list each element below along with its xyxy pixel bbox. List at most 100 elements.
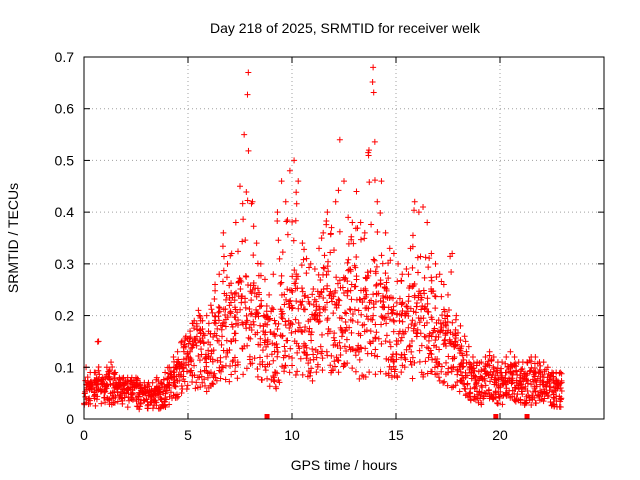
data-point — [137, 400, 144, 407]
data-point — [343, 310, 350, 317]
data-point — [424, 219, 431, 226]
data-point — [370, 256, 377, 263]
data-point — [441, 308, 448, 315]
data-point — [161, 399, 168, 406]
data-point — [265, 316, 272, 323]
data-point — [363, 313, 370, 320]
data-point — [199, 317, 206, 324]
data-point — [162, 402, 169, 409]
data-point — [208, 306, 215, 313]
data-point — [478, 374, 485, 381]
data-point — [144, 405, 151, 412]
x-tick-label: 20 — [492, 427, 508, 443]
data-point — [443, 329, 450, 336]
data-point — [496, 393, 503, 400]
data-point — [293, 276, 300, 283]
data-point — [478, 367, 485, 374]
data-point — [550, 394, 557, 401]
data-point — [409, 375, 416, 382]
data-point — [345, 256, 352, 263]
data-point — [440, 379, 447, 386]
data-point — [399, 271, 406, 278]
data-point — [187, 328, 194, 335]
data-point — [438, 293, 445, 300]
data-point — [385, 356, 392, 363]
data-point — [184, 382, 191, 389]
data-point — [499, 359, 506, 366]
data-point — [278, 178, 285, 185]
data-point — [528, 401, 535, 408]
data-point — [343, 347, 350, 354]
data-point — [502, 360, 509, 367]
data-point — [371, 257, 378, 264]
data-point — [349, 365, 356, 372]
data-point — [295, 178, 302, 185]
data-point — [424, 319, 430, 326]
data-point — [382, 229, 389, 236]
data-point — [349, 317, 356, 324]
data-point — [497, 382, 504, 389]
data-point — [383, 286, 390, 293]
data-point — [368, 297, 375, 304]
data-point — [419, 303, 426, 310]
data-point — [248, 310, 255, 317]
data-point — [433, 273, 440, 280]
data-point — [224, 349, 231, 356]
data-point — [259, 347, 266, 354]
data-point — [119, 375, 126, 382]
data-point — [371, 177, 378, 184]
data-point — [279, 249, 286, 256]
data-point — [502, 389, 509, 396]
data-point — [405, 271, 412, 278]
data-point — [114, 398, 121, 405]
data-point — [353, 276, 360, 283]
data-point — [365, 305, 372, 312]
data-point — [336, 228, 343, 235]
data-point — [377, 277, 384, 284]
data-point — [274, 209, 281, 216]
data-point — [518, 388, 525, 395]
data-point — [498, 376, 505, 383]
data-point — [372, 298, 379, 305]
data-point — [375, 335, 382, 342]
data-point — [227, 363, 234, 370]
data-point — [252, 285, 259, 292]
data-point — [283, 218, 290, 225]
data-point — [217, 359, 224, 366]
data-point — [84, 374, 91, 381]
data-point — [319, 331, 325, 338]
data-point — [349, 219, 356, 226]
data-point — [425, 337, 432, 344]
data-point — [241, 131, 248, 138]
data-point — [388, 374, 395, 381]
data-point — [416, 358, 423, 365]
data-point — [178, 338, 185, 345]
data-point — [229, 358, 236, 365]
data-point — [477, 392, 484, 399]
data-point — [293, 298, 300, 305]
data-point — [335, 187, 342, 194]
data-point — [178, 339, 185, 346]
data-point — [396, 317, 403, 324]
data-point — [396, 295, 403, 302]
data-point — [260, 328, 267, 335]
data-point — [210, 347, 217, 354]
data-point — [209, 356, 216, 363]
data-point — [522, 400, 529, 407]
data-point — [352, 225, 359, 232]
data-point — [286, 167, 293, 174]
data-point — [166, 401, 173, 408]
data-point — [276, 255, 283, 262]
data-point — [307, 260, 314, 267]
data-point — [356, 375, 363, 382]
data-point — [336, 297, 343, 304]
data-point — [439, 312, 446, 319]
x-axis-label: GPS time / hours — [291, 457, 398, 473]
data-point — [467, 361, 474, 368]
data-point — [133, 374, 139, 381]
data-point — [557, 398, 564, 405]
data-point — [339, 328, 346, 335]
data-point — [431, 364, 438, 371]
data-point — [348, 346, 355, 353]
data-point — [281, 368, 288, 375]
